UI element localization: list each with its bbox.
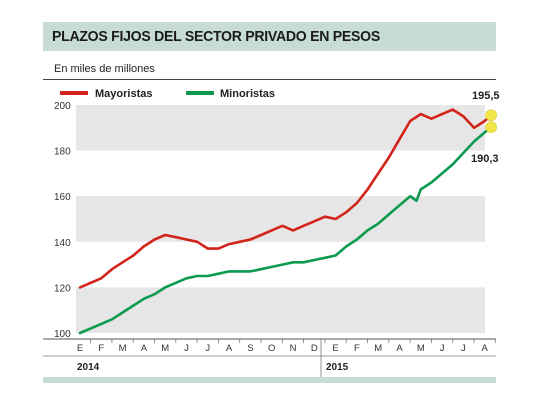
x-tick-month-11: D (311, 343, 318, 354)
series-lines (78, 108, 493, 335)
y-band-100-120 (76, 287, 485, 333)
y-tick-120: 120 (54, 283, 71, 294)
y-bands (76, 105, 485, 333)
end-marker-mayoristas (485, 109, 497, 122)
end-label-minoristas: 190,3 (471, 153, 499, 165)
x-tick-month-15: A (396, 343, 403, 354)
unit-divider (43, 79, 496, 80)
series-line-mayoristas (78, 108, 493, 289)
bottom-band (43, 377, 496, 383)
x-axis: 2014 2015 E F M A M J J A S O N D E F M A M J J A (43, 338, 496, 383)
y-band-140-160 (76, 196, 485, 242)
x-tick-month-19: A (482, 343, 489, 354)
x-tick-month-3: A (141, 343, 148, 354)
y-axis: 100 120 140 160 180 200 (54, 101, 71, 340)
x-tick-month-18: J (461, 343, 466, 354)
x-tick-month-14: M (374, 343, 382, 354)
y-tick-180: 180 (54, 147, 71, 158)
x-tick-month-4: M (161, 343, 169, 354)
x-tick-month-6: J (205, 343, 210, 354)
x-tick-month-5: J (184, 343, 189, 354)
x-tick-month-0: E (77, 343, 83, 354)
y-tick-160: 160 (54, 192, 71, 203)
y-tick-140: 140 (54, 238, 71, 249)
x-tick-month-12: E (332, 343, 338, 354)
x-tick-month-10: N (290, 343, 297, 354)
unit-label: En miles de millones (54, 63, 155, 75)
legend-mayoristas: Mayoristas (95, 88, 152, 100)
x-tick-month-8: S (247, 343, 253, 354)
x-tick-month-1: F (98, 343, 104, 354)
x-tick-month-16: M (417, 343, 425, 354)
end-marker-minoristas (485, 121, 497, 133)
year-label-2015: 2015 (326, 362, 349, 373)
end-label-mayoristas: 195,5 (472, 90, 500, 102)
x-tick-month-7: A (226, 343, 233, 354)
x-tick-month-2: M (119, 343, 127, 354)
x-tick-month-17: J (440, 343, 445, 354)
y-tick-100: 100 (54, 329, 71, 340)
series-line-minoristas (78, 125, 493, 335)
x-tick-month-13: F (354, 343, 360, 354)
legend: Mayoristas Minoristas (60, 88, 275, 100)
end-markers (485, 109, 497, 133)
y-band-180-200 (76, 105, 485, 151)
chart-title: PLAZOS FIJOS DEL SECTOR PRIVADO EN PESOS (52, 28, 380, 45)
year-label-2014: 2014 (77, 362, 100, 373)
x-tick-month-9: O (268, 343, 275, 354)
legend-minoristas: Minoristas (220, 88, 275, 100)
y-tick-200: 200 (54, 101, 71, 112)
title-bar: PLAZOS FIJOS DEL SECTOR PRIVADO EN PESOS (43, 22, 496, 51)
